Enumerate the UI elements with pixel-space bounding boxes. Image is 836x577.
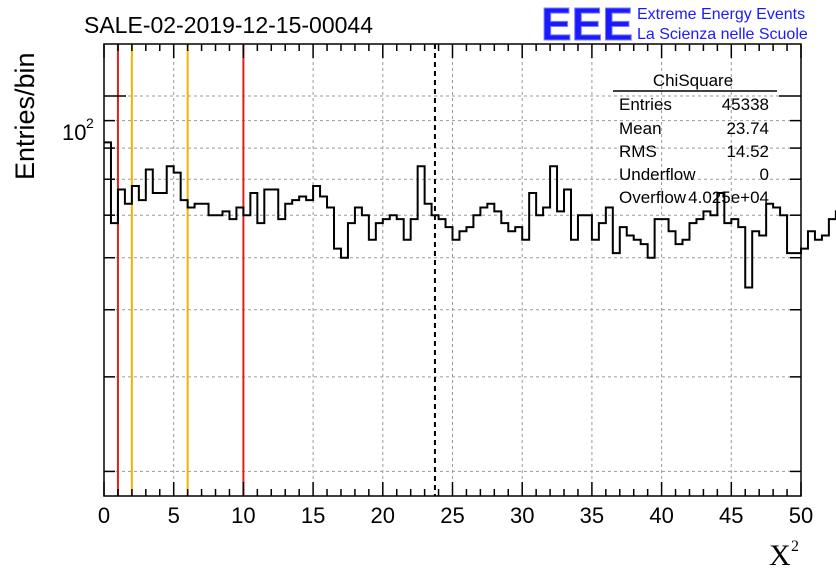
stats-value-underflow: 0 (760, 165, 769, 184)
stats-value-rms: 14.52 (726, 142, 769, 161)
stats-box: ChiSquare Entries 45338 Mean 23.74 RMS 1… (613, 71, 777, 207)
stats-label-entries: Entries (619, 95, 672, 114)
x-tick-label: 50 (789, 503, 813, 528)
stats-title: ChiSquare (653, 71, 733, 90)
x-tick-label: 40 (649, 503, 673, 528)
stats-label-overflow: Overflow (619, 188, 687, 207)
stats-label-underflow: Underflow (619, 165, 696, 184)
histogram-line (104, 141, 836, 289)
reference-lines (116, 44, 436, 496)
stats-label-rms: RMS (619, 142, 657, 161)
chart-title: SALE-02-2019-12-15-00044 (84, 12, 373, 38)
x-tick-label: 35 (580, 503, 604, 528)
y-axis-label: Entries/bin (10, 52, 40, 180)
x-tick-label: 0 (98, 503, 110, 528)
x-tick-label: 25 (440, 503, 464, 528)
axis-ticks (103, 44, 802, 496)
plot-area (104, 44, 801, 496)
logo-letters: EEE (541, 0, 633, 50)
eee-logo: EEE Extreme Energy Events La Scienza nel… (541, 0, 808, 51)
x-axis-label-superscript: 2 (791, 538, 799, 555)
logo-line-1: Extreme Energy Events (637, 6, 805, 23)
stats-value-overflow: 4.025e+04 (688, 188, 769, 207)
x-tick-label: 20 (371, 503, 395, 528)
x-tick-label: 30 (510, 503, 534, 528)
logo-line-2: La Scienza nelle Scuole (637, 26, 808, 43)
x-tick-label: 45 (719, 503, 743, 528)
y-tick-label-base: 10 (62, 120, 86, 145)
x-tick-label: 10 (231, 503, 255, 528)
y-tick-label-exponent: 2 (86, 115, 94, 131)
stats-value-entries: 45338 (722, 95, 769, 114)
grid-lines (104, 44, 801, 496)
stats-label-mean: Mean (619, 119, 662, 138)
x-tick-label: 15 (301, 503, 325, 528)
x-tick-label: 5 (168, 503, 180, 528)
x-axis-label: X (769, 539, 791, 572)
x-tick-labels: 0 5 10 15 20 25 30 35 40 45 50 (98, 503, 813, 528)
stats-value-mean: 23.74 (726, 119, 769, 138)
